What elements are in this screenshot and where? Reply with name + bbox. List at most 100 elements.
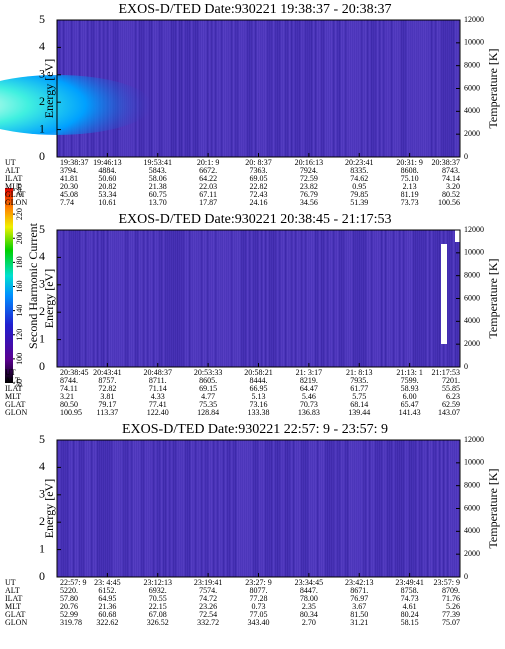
spectrogram-streak <box>235 20 237 157</box>
spectrogram-streak <box>61 230 63 367</box>
spectrogram-streak <box>347 20 349 157</box>
spectrogram-streak <box>435 20 437 157</box>
spectrogram-streak <box>245 20 247 157</box>
spectrogram-streak <box>309 230 311 367</box>
table-row-label: ILAT <box>5 174 22 183</box>
spectrogram-streak <box>75 230 77 367</box>
y2-tick-label: 4000 <box>464 106 480 115</box>
spectrogram-streak <box>247 440 249 577</box>
spectrogram-streak <box>245 230 247 367</box>
spectrogram-streak <box>61 440 63 577</box>
spectrogram-streak <box>199 20 201 157</box>
spectrogram-streak <box>147 440 149 577</box>
spectrogram-streak <box>323 20 325 157</box>
spectrogram-streak <box>271 440 273 577</box>
spectrogram-streak <box>199 230 201 367</box>
table-cell: 21: 8:13 <box>346 368 372 377</box>
spectrogram-streak <box>233 20 235 157</box>
spectrogram-streak <box>451 440 453 577</box>
table-cell: 20:58:21 <box>244 368 272 377</box>
spectrogram-streak <box>283 20 285 157</box>
spectrogram-streak <box>95 230 97 367</box>
spectrogram-streak <box>415 230 417 367</box>
table-cell: 23:12:13 <box>144 578 172 587</box>
spectrogram-streak <box>189 440 191 577</box>
table-cell: 17.87 <box>199 198 217 207</box>
table-cell: 128.84 <box>197 408 219 417</box>
spectrogram-streak <box>429 230 431 367</box>
spectrogram-streak <box>401 230 403 367</box>
spectrogram-streak <box>349 20 351 157</box>
spectrogram-streak <box>277 20 279 157</box>
y-tick-label: 0 <box>39 359 45 373</box>
table-cell: 74.11 <box>60 384 78 393</box>
table-cell: 326.52 <box>147 618 169 627</box>
spectrogram-streak <box>69 230 71 367</box>
y2-axis-label: Temperature [K] <box>486 468 500 548</box>
spectrogram-streak <box>255 20 257 157</box>
table-cell: 75.10 <box>401 174 419 183</box>
spectrogram-streak <box>87 440 89 577</box>
table-cell: 8077. <box>250 586 268 595</box>
table-cell: 64.47 <box>300 384 318 393</box>
table-cell: 3.20 <box>446 182 460 191</box>
spectrogram-streak <box>233 440 235 577</box>
table-cell: 70.55 <box>149 594 167 603</box>
spectrogram-streak <box>429 440 431 577</box>
y2-tick-label: 4000 <box>464 316 480 325</box>
spectrogram-streak <box>241 440 243 577</box>
table-cell: 80.50 <box>60 400 78 409</box>
spectrogram-streak <box>159 230 161 367</box>
spectrogram-streak <box>379 440 381 577</box>
spectrogram-streak <box>115 230 117 367</box>
spectrogram-streak <box>333 440 335 577</box>
spectrogram-streak <box>259 230 261 367</box>
spectrogram-streak <box>297 230 299 367</box>
spectrogram-streak <box>229 20 231 157</box>
spectrogram-streak <box>387 440 389 577</box>
spectrogram-streak <box>395 230 397 367</box>
spectrogram-streak <box>143 20 145 157</box>
table-cell: 6152. <box>98 586 116 595</box>
spectrogram-streak <box>307 440 309 577</box>
table-cell: 7935. <box>350 376 368 385</box>
spectrogram-streak <box>203 230 205 367</box>
spectrogram-streak <box>59 230 61 367</box>
y-tick-label: 4 <box>39 249 45 263</box>
spectrogram-streak <box>455 20 457 157</box>
spectrogram-streak <box>115 440 117 577</box>
spectrogram-streak <box>399 440 401 577</box>
spectrogram-streak <box>195 230 197 367</box>
spectrogram-streak <box>341 440 343 577</box>
spectrogram-streak <box>145 230 147 367</box>
table-cell: 22.82 <box>250 182 268 191</box>
colorbar-tick-label: 180 <box>15 256 24 268</box>
y-tick-label: 0 <box>39 149 45 163</box>
spectrogram-streak <box>441 440 443 577</box>
spectrogram-streak <box>257 440 259 577</box>
table-cell: 74.73 <box>401 594 419 603</box>
spectrogram-streak <box>435 440 437 577</box>
spectrogram-streak <box>219 230 221 367</box>
spectrogram-streak <box>189 230 191 367</box>
spectrogram-streak <box>317 20 319 157</box>
spectrogram-streak <box>237 440 239 577</box>
spectrogram-streak <box>345 20 347 157</box>
y-tick-label: 5 <box>39 222 45 236</box>
spectrogram-streak <box>313 230 315 367</box>
spectrogram-streak <box>229 230 231 367</box>
table-cell: 71.14 <box>149 384 167 393</box>
spectrogram-streak <box>219 20 221 157</box>
table-cell: 23.82 <box>300 182 318 191</box>
spectrogram-streak <box>335 440 337 577</box>
table-row-label: ALT <box>5 586 20 595</box>
spectrogram-streak <box>185 440 187 577</box>
spectrogram-streak <box>181 440 183 577</box>
spectrogram-streak <box>299 440 301 577</box>
spectrogram-streak <box>407 440 409 577</box>
spectrogram-streak <box>257 20 259 157</box>
spectrogram-streak <box>309 20 311 157</box>
table-cell: 122.40 <box>147 408 169 417</box>
spectrogram-streak <box>223 20 225 157</box>
